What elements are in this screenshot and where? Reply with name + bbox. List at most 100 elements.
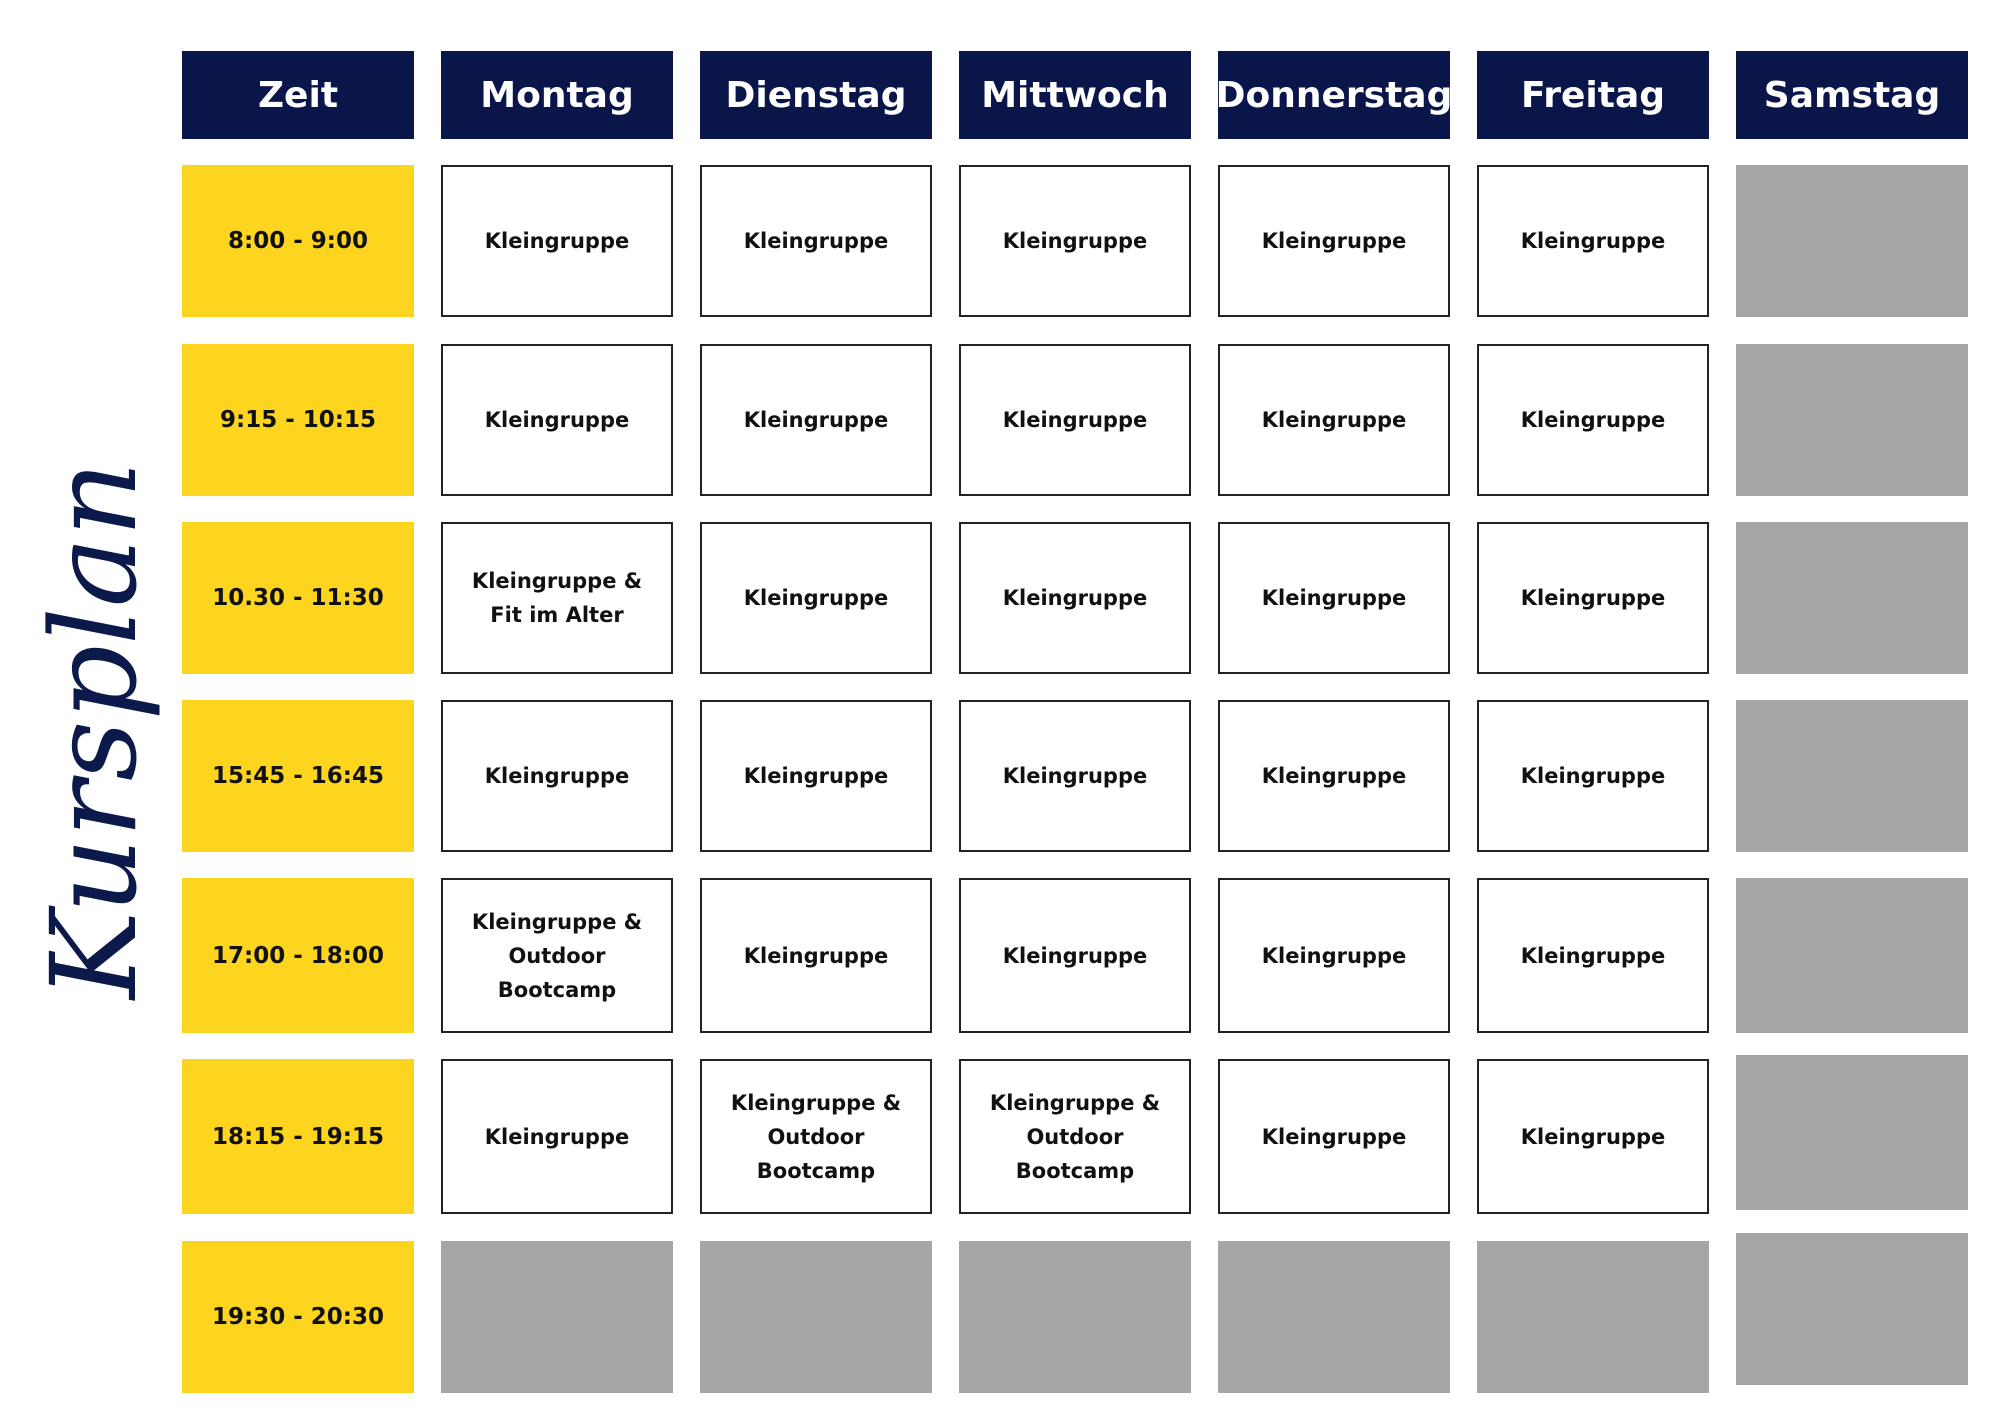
schedule-cell-montag-label: Kleingruppe & Outdoor Bootcamp (471, 909, 643, 1002)
schedule-cell-donnerstag: Kleingruppe (1218, 344, 1450, 496)
schedule-cell-dienstag: Kleingruppe (700, 165, 932, 317)
schedule-cell-dienstag: Kleingruppe (700, 700, 932, 852)
schedule-cell-freitag-label: Kleingruppe (1520, 764, 1666, 788)
schedule-cell-donnerstag-label: Kleingruppe (1261, 943, 1407, 968)
schedule-cell-dienstag: Kleingruppe (700, 344, 932, 496)
schedule-cell-montag: Kleingruppe (441, 165, 673, 317)
title-text: Kursplan (25, 461, 163, 1001)
schedule-cell-mittwoch-label: Kleingruppe (1002, 586, 1148, 610)
header-zeit: Zeit (182, 51, 414, 139)
time-slot-label: 9:15 - 10:15 (220, 407, 376, 433)
header-montag-label: Montag (480, 74, 634, 116)
schedule-cell-dienstag-label: Kleingruppe (743, 764, 889, 788)
schedule-cell-donnerstag-label: Kleingruppe (1261, 408, 1407, 432)
empty-cell-montag (441, 1241, 673, 1393)
empty-cell-samstag (1736, 165, 1968, 317)
schedule-cell-freitag-label: Kleingruppe (1520, 586, 1666, 610)
time-slot-label: 15:45 - 16:45 (212, 763, 384, 789)
schedule-cell-donnerstag: Kleingruppe (1218, 1059, 1450, 1214)
time-slot: 15:45 - 16:45 (182, 700, 414, 852)
header-samstag: Samstag (1736, 51, 1968, 139)
schedule-cell-dienstag: Kleingruppe (700, 522, 932, 674)
schedule-cell-montag-label: Kleingruppe (484, 764, 630, 788)
schedule-cell-freitag: Kleingruppe (1477, 344, 1709, 496)
header-donnerstag: Donnerstag (1215, 51, 1453, 139)
time-slot-label: 18:15 - 19:15 (212, 1123, 384, 1150)
header-zeit-label: Zeit (257, 74, 339, 116)
header-freitag: Freitag (1477, 51, 1709, 139)
schedule-cell-mittwoch-label: Kleingruppe (1002, 764, 1148, 788)
time-slot-label: 19:30 - 20:30 (212, 1304, 384, 1330)
time-slot-label: 10.30 - 11:30 (212, 585, 384, 611)
schedule-cell-freitag: Kleingruppe (1477, 165, 1709, 317)
header-donnerstag-label: Donnerstag (1215, 74, 1453, 116)
schedule-cell-donnerstag: Kleingruppe (1218, 878, 1450, 1033)
empty-cell-dienstag (700, 1241, 932, 1393)
time-slot: 10.30 - 11:30 (182, 522, 414, 674)
time-slot: 8:00 - 9:00 (182, 165, 414, 317)
empty-cell-samstag (1736, 344, 1968, 496)
schedule-cell-montag-label: Kleingruppe (484, 408, 630, 432)
schedule-cell-mittwoch: Kleingruppe (959, 344, 1191, 496)
schedule-cell-dienstag-label: Kleingruppe & Outdoor Bootcamp (730, 1090, 902, 1183)
time-slot: 9:15 - 10:15 (182, 344, 414, 496)
time-slot: 19:30 - 20:30 (182, 1241, 414, 1393)
schedule-cell-mittwoch-label: Kleingruppe & Outdoor Bootcamp (989, 1090, 1161, 1183)
schedule-cell-montag: Kleingruppe & Outdoor Bootcamp (441, 878, 673, 1033)
schedule-cell-donnerstag: Kleingruppe (1218, 522, 1450, 674)
schedule-cell-freitag-label: Kleingruppe (1520, 943, 1666, 968)
schedule-cell-mittwoch: Kleingruppe & Outdoor Bootcamp (959, 1059, 1191, 1214)
schedule-cell-montag: Kleingruppe (441, 700, 673, 852)
empty-cell-samstag (1736, 1233, 1968, 1385)
schedule-cell-donnerstag: Kleingruppe (1218, 165, 1450, 317)
time-slot: 18:15 - 19:15 (182, 1059, 414, 1214)
header-montag: Montag (441, 51, 673, 139)
schedule-cell-mittwoch-label: Kleingruppe (1002, 229, 1148, 253)
schedule-cell-freitag: Kleingruppe (1477, 1059, 1709, 1214)
schedule-cell-montag: Kleingruppe (441, 344, 673, 496)
schedule-cell-mittwoch: Kleingruppe (959, 700, 1191, 852)
schedule-cell-mittwoch: Kleingruppe (959, 165, 1191, 317)
schedule-cell-mittwoch: Kleingruppe (959, 522, 1191, 674)
schedule-cell-freitag-label: Kleingruppe (1520, 408, 1666, 432)
empty-cell-mittwoch (959, 1241, 1191, 1393)
schedule-cell-montag-label: Kleingruppe (484, 1124, 630, 1149)
schedule-cell-dienstag-label: Kleingruppe (743, 586, 889, 610)
schedule-cell-freitag: Kleingruppe (1477, 878, 1709, 1033)
schedule-cell-mittwoch-label: Kleingruppe (1002, 943, 1148, 968)
schedule-cell-freitag: Kleingruppe (1477, 522, 1709, 674)
schedule-cell-mittwoch: Kleingruppe (959, 878, 1191, 1033)
schedule-cell-donnerstag-label: Kleingruppe (1261, 764, 1407, 788)
schedule-cell-mittwoch-label: Kleingruppe (1002, 408, 1148, 432)
schedule-cell-montag: Kleingruppe (441, 1059, 673, 1214)
schedule-cell-montag-label: Kleingruppe & Fit im Alter (471, 569, 643, 627)
header-dienstag-label: Dienstag (725, 74, 907, 116)
schedule-cell-dienstag-label: Kleingruppe (743, 229, 889, 253)
schedule-cell-freitag: Kleingruppe (1477, 700, 1709, 852)
schedule-cell-montag-label: Kleingruppe (484, 229, 630, 253)
empty-cell-samstag (1736, 1055, 1968, 1210)
time-slot-label: 17:00 - 18:00 (212, 942, 384, 969)
schedule-cell-montag: Kleingruppe & Fit im Alter (441, 522, 673, 674)
header-dienstag: Dienstag (700, 51, 932, 139)
schedule-cell-donnerstag-label: Kleingruppe (1261, 1124, 1407, 1149)
kursplan-title: Kursplan (25, 461, 163, 1001)
schedule-cell-freitag-label: Kleingruppe (1520, 1124, 1666, 1149)
schedule-cell-freitag-label: Kleingruppe (1520, 229, 1666, 253)
schedule-cell-donnerstag: Kleingruppe (1218, 700, 1450, 852)
empty-cell-samstag (1736, 878, 1968, 1033)
schedule-cell-dienstag-label: Kleingruppe (743, 408, 889, 432)
schedule-cell-donnerstag-label: Kleingruppe (1261, 229, 1407, 253)
header-samstag-label: Samstag (1763, 74, 1941, 116)
schedule-cell-donnerstag-label: Kleingruppe (1261, 586, 1407, 610)
empty-cell-freitag (1477, 1241, 1709, 1393)
header-mittwoch-label: Mittwoch (981, 74, 1169, 116)
time-slot-label: 8:00 - 9:00 (228, 228, 368, 254)
schedule-cell-dienstag: Kleingruppe & Outdoor Bootcamp (700, 1059, 932, 1214)
empty-cell-samstag (1736, 522, 1968, 674)
schedule-cell-dienstag: Kleingruppe (700, 878, 932, 1033)
header-mittwoch: Mittwoch (959, 51, 1191, 139)
header-freitag-label: Freitag (1520, 74, 1666, 116)
schedule-cell-dienstag-label: Kleingruppe (743, 943, 889, 968)
time-slot: 17:00 - 18:00 (182, 878, 414, 1033)
